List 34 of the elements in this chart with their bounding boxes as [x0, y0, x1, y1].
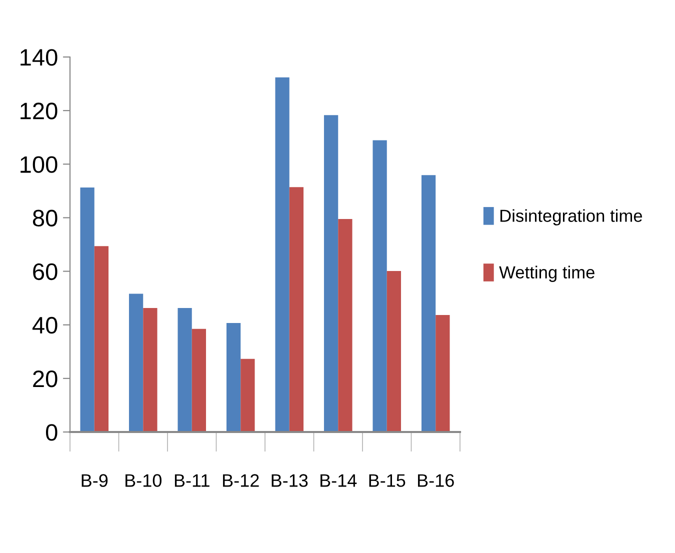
bar [128, 294, 144, 432]
x-tick-label: B-14 [320, 474, 357, 487]
x-tick-label: B-12 [223, 474, 259, 487]
x-tick-label: B-13 [272, 474, 308, 487]
legend-label: Wetting time [499, 266, 594, 282]
bar [372, 140, 387, 432]
bar [80, 187, 94, 432]
x-tick-label: B-15 [369, 474, 406, 487]
bar [436, 314, 450, 432]
bar [275, 77, 290, 432]
x-tick-label: B-16 [418, 474, 454, 487]
bar [386, 271, 402, 432]
bar [192, 328, 206, 432]
bar [240, 358, 255, 432]
y-tick-label: 120 [20, 102, 58, 120]
legend-label: Disintegration time [500, 209, 642, 226]
x-tick-label: B-10 [126, 474, 162, 487]
y-tick-label: 60 [33, 263, 58, 280]
bar [338, 219, 352, 432]
bar [94, 246, 109, 432]
bar [226, 322, 241, 432]
y-tick-label: 140 [20, 49, 58, 66]
bar [289, 187, 304, 432]
bar [143, 308, 158, 432]
y-tick-label: 20 [33, 370, 58, 388]
y-tick-label: 40 [32, 316, 58, 334]
y-tick-label: 80 [32, 210, 58, 226]
y-tick-label: 100 [20, 156, 58, 173]
y-tick-label: 0 [46, 424, 58, 441]
bar [421, 175, 436, 432]
x-tick-label: B-9 [82, 474, 108, 487]
bar [178, 308, 192, 432]
x-tick-label: B-11 [174, 474, 210, 487]
bar [324, 115, 338, 432]
